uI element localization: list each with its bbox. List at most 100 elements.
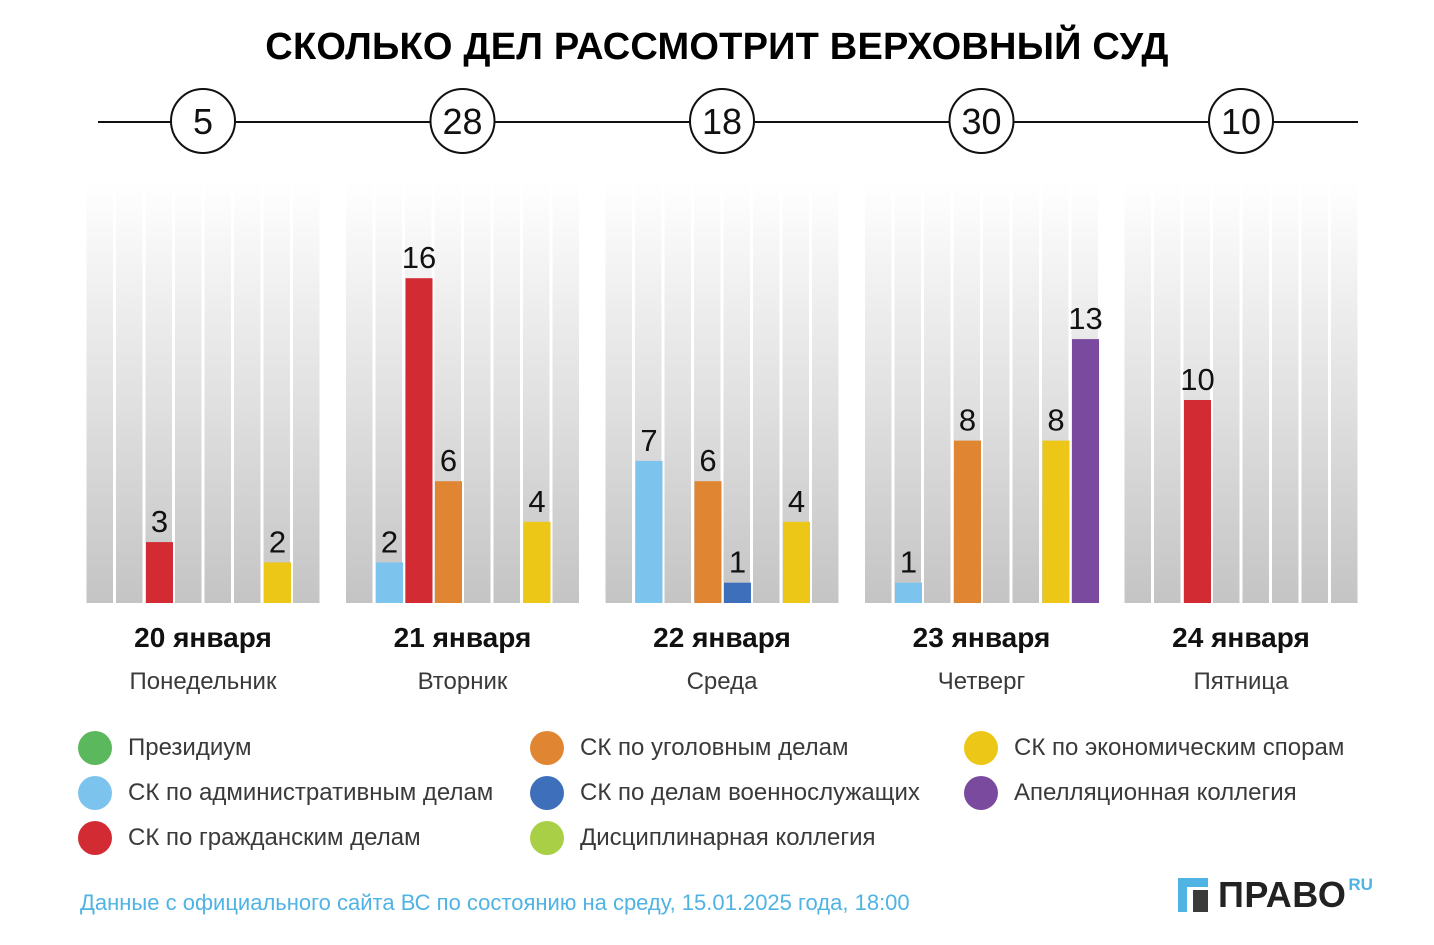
- grid-stripe: [865, 182, 892, 603]
- bar: [523, 521, 551, 603]
- bar-value-label: 8: [959, 403, 976, 438]
- legend-label: СК по экономическим спорам: [1014, 734, 1345, 761]
- source-footnote: Данные с официального сайта ВС по состоя…: [80, 890, 910, 915]
- day-panel: 2 16 6 4 28 21 января Вторник: [346, 88, 579, 695]
- grid-stripe: [263, 182, 290, 603]
- grid-stripe: [1272, 182, 1299, 603]
- bar: [954, 440, 981, 603]
- grid-stripe: [552, 182, 579, 603]
- grid-stripe: [234, 182, 261, 603]
- legend-label: СК по уголовным делам: [580, 734, 849, 761]
- day-weekday-label: Понедельник: [130, 668, 277, 695]
- bar: [1072, 339, 1099, 603]
- bar-value-label: 3: [151, 504, 168, 539]
- grid-stripe: [116, 182, 143, 603]
- grid-stripe: [493, 182, 520, 603]
- grid-stripe: [86, 182, 113, 603]
- bar: [376, 562, 403, 603]
- bar: [146, 542, 173, 603]
- legend-color-dot: [530, 821, 564, 855]
- bar-value-label: 1: [900, 545, 917, 580]
- bar: [635, 460, 663, 603]
- legend-item: СК по административным делам: [78, 775, 493, 811]
- day-date-label: 22 января: [653, 622, 791, 653]
- day-weekday-label: Пятница: [1194, 668, 1290, 695]
- bar-value-label: 6: [440, 443, 457, 478]
- bar: [1184, 400, 1211, 603]
- bar-value-label: 6: [699, 443, 716, 478]
- bar: [694, 481, 722, 603]
- day-weekday-label: Среда: [687, 668, 759, 695]
- grid-stripe: [1242, 182, 1269, 603]
- day-date-label: 24 января: [1172, 622, 1310, 653]
- bar-value-label: 10: [1180, 362, 1214, 397]
- grid-stripe: [375, 182, 402, 603]
- day-weekday-label: Четверг: [938, 668, 1026, 695]
- day-panel: 3 2 5 20 января Понедельник: [86, 88, 320, 695]
- bar: [1042, 440, 1070, 603]
- legend-item: СК по экономическим спорам: [964, 730, 1344, 766]
- legend-color-dot: [964, 776, 998, 810]
- legend-color-dot: [78, 821, 112, 855]
- grid-stripe: [605, 182, 632, 603]
- bar: [895, 582, 922, 603]
- grid-stripe: [894, 182, 921, 603]
- day-total-circle: [170, 88, 236, 154]
- day-total-circle: [948, 88, 1015, 154]
- grid-stripe: [664, 182, 691, 603]
- day-total-label: 28: [442, 101, 482, 142]
- legend-item: Апелляционная коллегия: [964, 775, 1297, 811]
- bar-value-label: 7: [640, 423, 657, 458]
- day-total-circle: [1208, 88, 1274, 154]
- bar-value-label: 13: [1068, 301, 1102, 336]
- grid-stripe: [1124, 182, 1151, 603]
- bar: [783, 521, 810, 603]
- day-total-circle: [429, 88, 496, 154]
- legend-label: СК по делам военнослужащих: [580, 779, 920, 806]
- day-total-label: 30: [961, 101, 1001, 142]
- legend-color-dot: [78, 776, 112, 810]
- legend-label: Апелляционная коллегия: [1014, 779, 1297, 806]
- bar-value-label: 4: [528, 484, 545, 519]
- pravo-ru-logo: ПРАВО RU: [1178, 876, 1373, 916]
- chart-title: СКОЛЬКО ДЕЛ РАССМОТРИТ ВЕРХОВНЫЙ СУД: [265, 26, 1169, 68]
- bar: [435, 481, 462, 603]
- bar: [405, 278, 433, 603]
- day-total-label: 10: [1221, 101, 1261, 142]
- day-weekday-label: Вторник: [418, 668, 508, 695]
- pravo-logo-icon: [1178, 878, 1208, 912]
- grid-stripe: [812, 182, 839, 603]
- day-total-label: 5: [193, 101, 213, 142]
- legend-color-dot: [964, 731, 998, 765]
- bar: [724, 582, 751, 603]
- grid-stripe: [1154, 182, 1181, 603]
- grid-stripe: [204, 182, 231, 603]
- day-total-circle: [689, 88, 755, 154]
- legend-item: СК по делам военнослужащих: [530, 775, 920, 811]
- legend-label: Президиум: [128, 734, 252, 761]
- bar-value-label: 16: [402, 240, 436, 275]
- day-panel: 10 10 24 января Пятница: [1124, 88, 1358, 695]
- legend-item: СК по уголовным делам: [530, 730, 849, 766]
- grid-stripe: [1301, 182, 1328, 603]
- legend-item: СК по гражданским делам: [78, 820, 421, 856]
- day-panel: 1 8 8 13 30 23 января Четверг: [865, 88, 1103, 695]
- legend-color-dot: [78, 731, 112, 765]
- legend-item: Дисциплинарная коллегия: [530, 820, 876, 856]
- bar-value-label: 2: [269, 524, 286, 559]
- grid-stripe: [1331, 182, 1358, 603]
- grid-stripe: [145, 182, 172, 603]
- bar-value-label: 2: [381, 524, 398, 559]
- logo-text: ПРАВО: [1218, 874, 1347, 915]
- grid-stripe: [1213, 182, 1240, 603]
- bar: [264, 562, 291, 603]
- legend-label: Дисциплинарная коллегия: [580, 824, 876, 851]
- grid-stripe: [293, 182, 320, 603]
- grid-stripe: [924, 182, 951, 603]
- day-date-label: 23 января: [913, 622, 1051, 653]
- day-date-label: 21 января: [394, 622, 532, 653]
- bar-value-label: 8: [1047, 403, 1064, 438]
- grid-stripe: [175, 182, 202, 603]
